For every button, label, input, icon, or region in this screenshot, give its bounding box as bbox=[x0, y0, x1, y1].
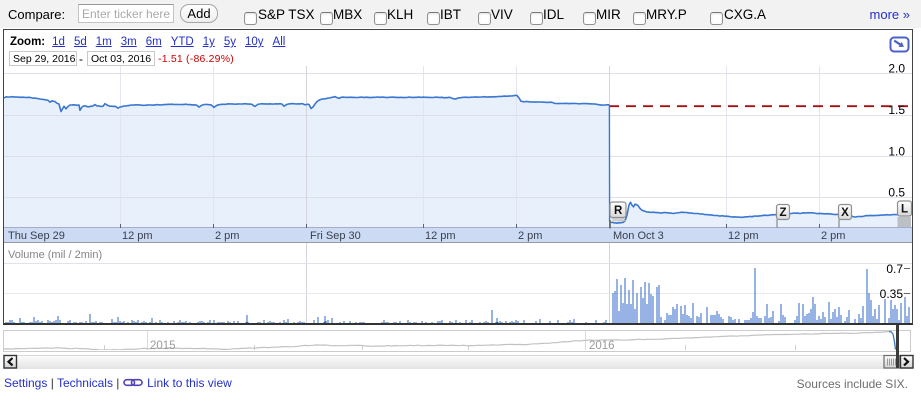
svg-text:Mon Oct 3: Mon Oct 3 bbox=[613, 230, 664, 242]
svg-text:2015: 2015 bbox=[150, 340, 176, 350]
svg-text:12 pm: 12 pm bbox=[425, 230, 456, 242]
svg-text:2016: 2016 bbox=[589, 340, 615, 350]
svg-text:Z: Z bbox=[779, 207, 786, 219]
svg-text:0.35: 0.35 bbox=[880, 287, 904, 301]
svg-text:1.5: 1.5 bbox=[888, 103, 905, 117]
svg-text:2 pm: 2 pm bbox=[821, 230, 845, 242]
svg-text:1.0: 1.0 bbox=[888, 145, 905, 159]
svg-text:12 pm: 12 pm bbox=[122, 230, 153, 242]
svg-text:Volume (mil / 2min): Volume (mil / 2min) bbox=[8, 249, 102, 261]
svg-text:Fri Sep 30: Fri Sep 30 bbox=[310, 230, 361, 242]
svg-text:R: R bbox=[614, 205, 623, 217]
svg-text:L: L bbox=[901, 204, 908, 216]
svg-text:Thu Sep 29: Thu Sep 29 bbox=[8, 230, 65, 242]
svg-text:0.5: 0.5 bbox=[888, 186, 905, 200]
svg-text:2 pm: 2 pm bbox=[215, 230, 239, 242]
svg-text:2.0: 2.0 bbox=[888, 62, 905, 76]
svg-text:X: X bbox=[841, 207, 849, 219]
svg-text:2 pm: 2 pm bbox=[518, 230, 542, 242]
svg-text:0.7: 0.7 bbox=[886, 262, 903, 276]
svg-text:12 pm: 12 pm bbox=[728, 230, 759, 242]
